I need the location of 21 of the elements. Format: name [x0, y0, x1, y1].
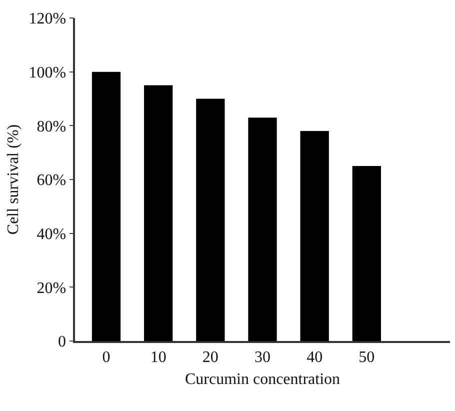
y-tick-label: 120% [28, 10, 66, 28]
y-tick-label: 100% [28, 64, 66, 82]
bar [300, 131, 329, 341]
x-tick-label: 0 [102, 348, 110, 366]
x-tick-label: 30 [254, 348, 270, 366]
bar [248, 118, 277, 341]
bar [352, 166, 381, 341]
bar [92, 72, 121, 341]
x-axis-title: Curcumin concentration [184, 371, 340, 388]
x-tick-label: 20 [202, 348, 218, 366]
y-tick-label: 60% [36, 172, 66, 190]
y-tick-label: 40% [36, 226, 66, 243]
bar [144, 85, 173, 341]
y-tick-label: 0 [58, 334, 66, 351]
x-tick-label: 40 [306, 348, 323, 366]
x-tick-label: 50 [358, 348, 375, 366]
x-tick-label: 10 [150, 348, 166, 366]
y-axis-title: Cell survival (%) [5, 124, 22, 235]
y-tick-label: 20% [36, 280, 66, 297]
bar [196, 98, 225, 341]
y-tick-label: 80% [36, 118, 66, 136]
